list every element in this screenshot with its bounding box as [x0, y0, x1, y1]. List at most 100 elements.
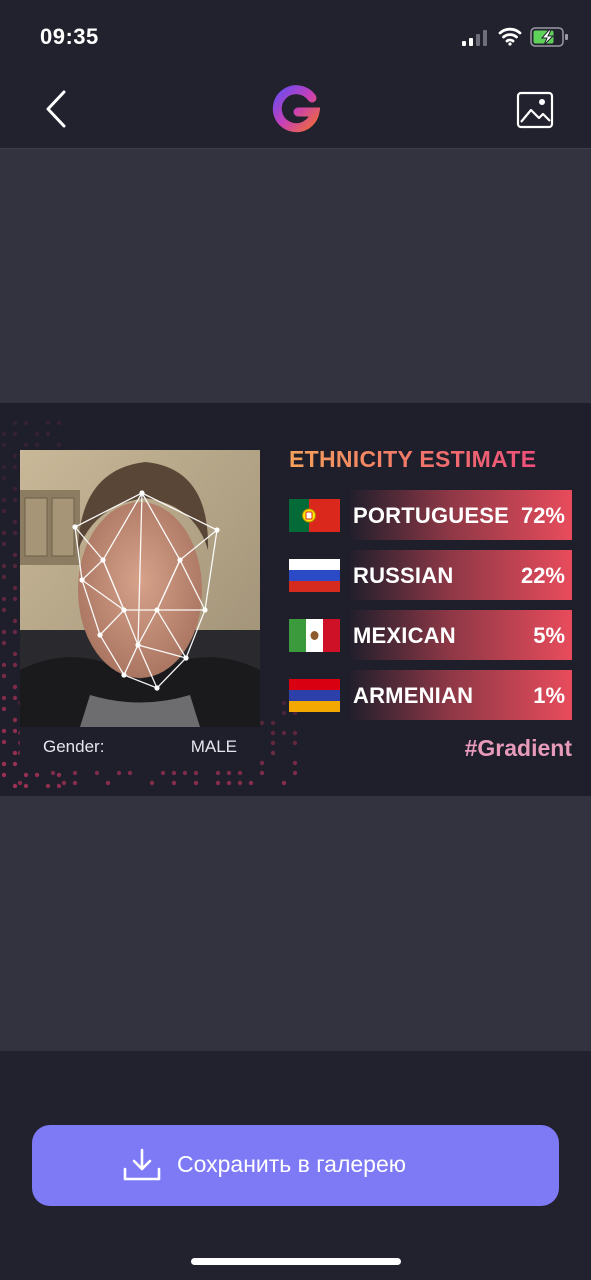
decor-dot: [35, 432, 39, 436]
ethnicity-name: ARMENIAN: [353, 683, 473, 709]
decor-dot: [227, 781, 231, 785]
decor-dot: [2, 762, 6, 766]
ethnicity-percent: 5%: [533, 623, 565, 649]
face-landmark-point: [97, 632, 102, 637]
decor-dot: [13, 531, 17, 535]
decor-dot: [57, 784, 61, 788]
decor-dot: [62, 781, 66, 785]
decor-dot: [227, 771, 231, 775]
decor-dot: [117, 771, 121, 775]
decor-dot: [2, 476, 6, 480]
result-title: ETHNICITY ESTIMATE: [289, 446, 536, 473]
decor-dot: [2, 663, 6, 667]
ethnicity-row: ARMENIAN 1%: [289, 670, 572, 720]
face-landmark-point: [202, 607, 207, 612]
decor-dot: [2, 575, 6, 579]
portugal-flag-icon: [289, 499, 340, 532]
decor-dot: [238, 771, 242, 775]
face-landmark-point: [183, 655, 188, 660]
decor-dot: [57, 773, 61, 777]
decor-dot: [46, 432, 50, 436]
face-landmark-point: [154, 607, 159, 612]
decor-dot: [249, 781, 253, 785]
decor-dot: [13, 685, 17, 689]
decor-dot: [194, 771, 198, 775]
ethnicity-row: MEXICAN 5%: [289, 610, 572, 660]
decor-dot: [13, 520, 17, 524]
image-icon[interactable]: [516, 91, 554, 129]
decor-dot: [2, 531, 6, 535]
decor-dot: [128, 771, 132, 775]
decor-dot: [73, 771, 77, 775]
decor-dot: [13, 784, 17, 788]
decor-dot: [57, 421, 61, 425]
decor-dot: [2, 729, 6, 733]
face-landmark-point: [121, 672, 126, 677]
result-card: Gender: MALE ETHNICITY ESTIMATE PORTUGUE…: [0, 403, 591, 796]
decor-dot: [57, 443, 61, 447]
decor-dot: [13, 751, 17, 755]
decor-dot: [2, 443, 6, 447]
chevron-left-icon[interactable]: [40, 88, 76, 130]
decor-dot: [13, 718, 17, 722]
decor-dot: [2, 773, 6, 777]
decor-dot: [2, 432, 6, 436]
face-landmark-point: [154, 685, 159, 690]
face-landmark-point: [79, 577, 84, 582]
decor-dot: [13, 597, 17, 601]
face-photo: [20, 450, 260, 727]
nav-bar: [0, 72, 591, 149]
decor-dot: [216, 781, 220, 785]
save-to-gallery-button[interactable]: Сохранить в галерею: [32, 1125, 559, 1206]
face-landmark-point: [177, 557, 182, 562]
ethnicity-name: PORTUGUESE: [353, 503, 509, 529]
decor-dot: [46, 421, 50, 425]
decor-dot: [2, 564, 6, 568]
decor-dot: [2, 498, 6, 502]
cellular-signal-icon: [462, 30, 490, 46]
decor-dot: [13, 762, 17, 766]
ethnicity-name: RUSSIAN: [353, 563, 453, 589]
decor-dot: [260, 721, 264, 725]
ethnicity-name: MEXICAN: [353, 623, 456, 649]
decor-dot: [293, 741, 297, 745]
decor-dot: [216, 771, 220, 775]
decor-dot: [2, 641, 6, 645]
decor-dot: [13, 652, 17, 656]
decor-dot: [2, 608, 6, 612]
decor-dot: [2, 740, 6, 744]
hashtag-label: #Gradient: [465, 735, 572, 762]
ethnicity-row: PORTUGUESE 72%: [289, 490, 572, 540]
decor-dot: [293, 771, 297, 775]
decor-dot: [35, 773, 39, 777]
gradient-logo-icon: [272, 84, 320, 134]
face-landmark-point: [135, 642, 140, 647]
decor-dot: [271, 751, 275, 755]
decor-dot: [13, 454, 17, 458]
decor-dot: [238, 781, 242, 785]
decor-dot: [2, 542, 6, 546]
decor-dot: [282, 781, 286, 785]
face-scan-image: [20, 450, 260, 727]
decor-dot: [13, 619, 17, 623]
decor-dot: [13, 553, 17, 557]
face-landmark-point: [214, 527, 219, 532]
decor-dot: [2, 630, 6, 634]
wifi-icon: [498, 26, 522, 46]
ethnicity-percent: 22%: [521, 563, 565, 589]
decor-dot: [271, 721, 275, 725]
gender-value: MALE: [191, 737, 237, 757]
decor-dot: [46, 784, 50, 788]
home-indicator[interactable]: [191, 1258, 401, 1265]
decor-dot: [260, 761, 264, 765]
decor-dot: [293, 761, 297, 765]
decor-dot: [2, 597, 6, 601]
decor-dot: [73, 781, 77, 785]
decor-dot: [24, 773, 28, 777]
decor-dot: [183, 771, 187, 775]
decor-dot: [293, 731, 297, 735]
decor-dot: [2, 465, 6, 469]
decor-dot: [13, 498, 17, 502]
decor-dot: [2, 696, 6, 700]
decor-dot: [282, 731, 286, 735]
